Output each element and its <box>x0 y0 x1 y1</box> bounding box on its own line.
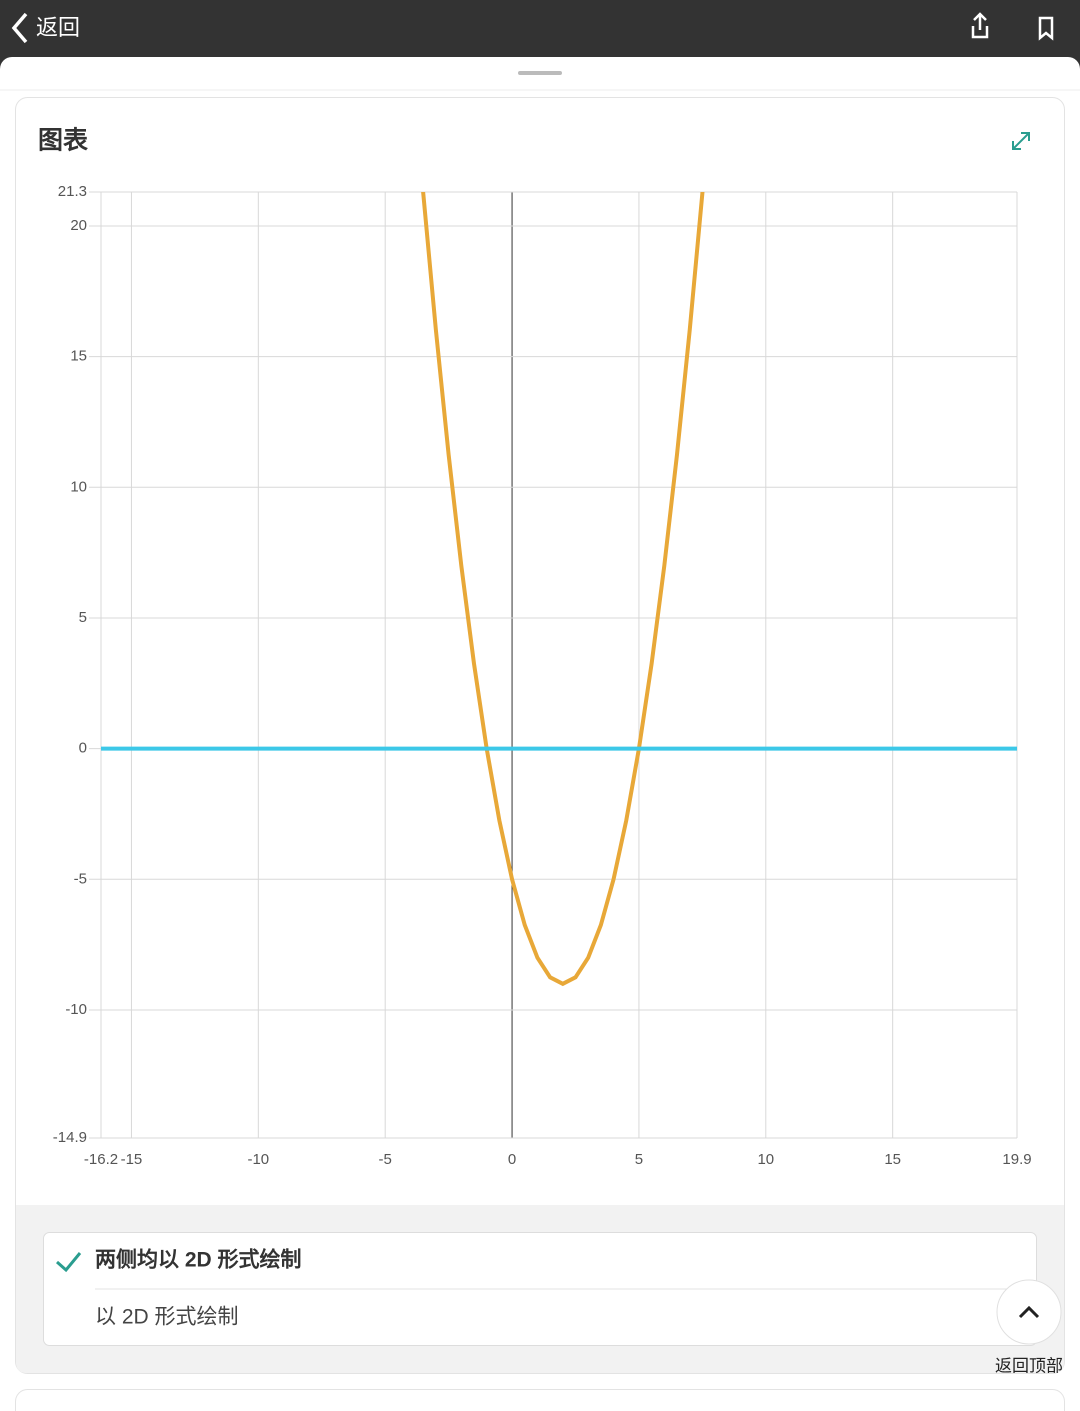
x-tick-label: 0 <box>508 1151 516 1168</box>
x-tick-label: 15 <box>884 1151 901 1168</box>
y-tick-label: 21.3 <box>58 183 87 200</box>
option-other[interactable]: 以 2D 形式绘制 <box>95 1306 239 1329</box>
back-icon[interactable] <box>11 12 28 44</box>
scroll-top-label[interactable]: 返回顶部 <box>995 1356 1063 1375</box>
y-tick-label: -5 <box>74 870 87 887</box>
x-tick-label: -10 <box>247 1151 269 1168</box>
drag-handle[interactable] <box>518 71 562 75</box>
scroll-top-button[interactable] <box>996 1279 1062 1345</box>
line-series <box>421 192 705 987</box>
scroll-top-icon[interactable] <box>1018 1305 1040 1319</box>
x-tick-label: 19.9 <box>1002 1151 1031 1168</box>
y-tick-label: 20 <box>70 217 87 234</box>
x-tick-label: 10 <box>757 1151 774 1168</box>
option-selected[interactable]: 两侧均以 2D 形式绘制 <box>95 1248 302 1272</box>
check-icon <box>56 1252 82 1273</box>
next-card <box>15 1389 1065 1411</box>
bookmark-icon[interactable] <box>1038 16 1054 41</box>
expand-icon[interactable] <box>1012 132 1030 150</box>
x-tick-label: -5 <box>379 1151 392 1168</box>
y-tick-label: 10 <box>70 478 87 495</box>
y-tick-label: 0 <box>79 740 87 757</box>
y-tick-label: -10 <box>65 1001 87 1018</box>
x-tick-label: -16.2 <box>84 1151 118 1168</box>
chart: -16.2 -15 -10 -5 0 5 10 15 19.9 -14.9 -10 -5 0 5 10 15 2… <box>53 183 1032 1168</box>
plot-area <box>101 192 1017 987</box>
y-tick-label: 5 <box>79 609 87 626</box>
back-label[interactable]: 返回 <box>36 15 80 40</box>
x-tick-label: 5 <box>635 1151 643 1168</box>
share-icon[interactable] <box>971 12 989 39</box>
x-tick-label: -15 <box>121 1151 143 1168</box>
y-tick-label: 15 <box>70 348 87 365</box>
card-title: 图表 <box>38 127 89 155</box>
y-tick-label: -14.9 <box>53 1129 87 1146</box>
chart-card <box>15 97 1065 1374</box>
